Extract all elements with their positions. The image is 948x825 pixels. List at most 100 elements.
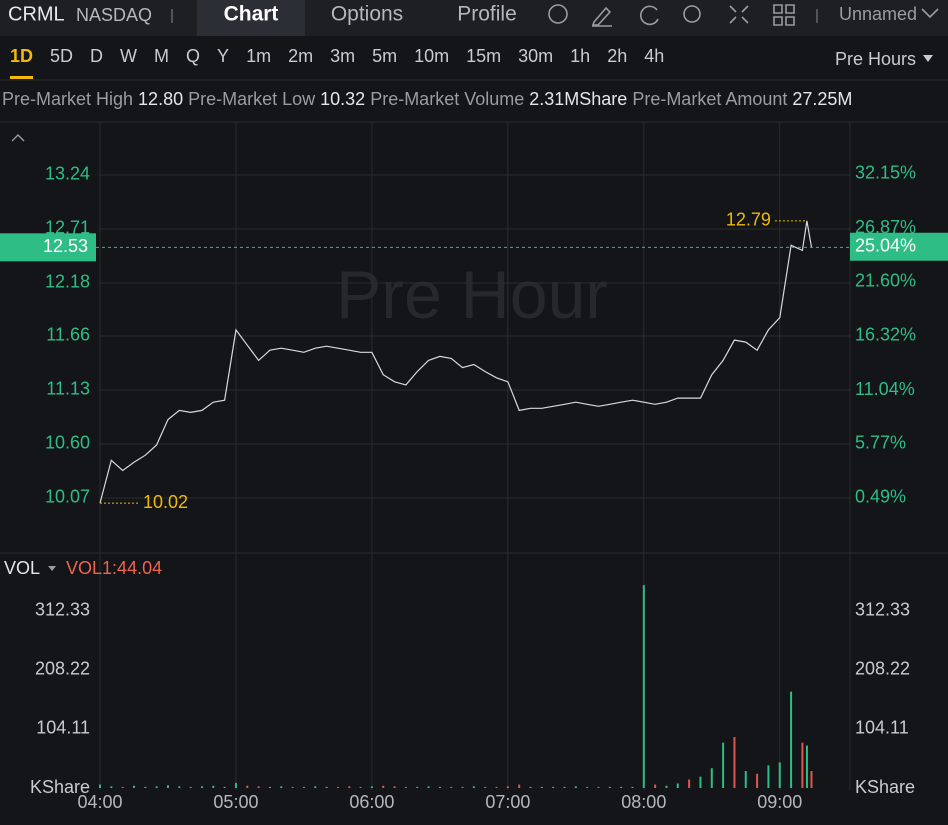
y-tick-label: 5.77% — [855, 433, 906, 453]
y-tick-label: 208.22 — [35, 659, 90, 679]
y-tick-label: 16.32% — [855, 325, 916, 345]
volume-bar — [699, 776, 702, 788]
volume-bar — [665, 785, 668, 788]
icon-layout[interactable] — [773, 4, 795, 26]
x-tick-label: 04:00 — [77, 792, 122, 812]
volume-bar — [348, 786, 351, 788]
volume-bar — [805, 745, 808, 788]
current-change: 25.04% — [855, 235, 916, 255]
volume-bar — [200, 786, 203, 788]
volume-bar — [778, 762, 781, 788]
y-tick-label: 11.04% — [855, 379, 915, 399]
y-tick-label: 0.49% — [855, 487, 906, 507]
top-bar — [0, 0, 948, 36]
volume-bar — [733, 736, 736, 788]
volume-bar — [620, 786, 623, 788]
active-tab-bg — [197, 0, 305, 36]
layout-name[interactable]: Unnamed — [839, 4, 917, 24]
period-button[interactable]: D — [90, 46, 103, 66]
volume-bar — [450, 786, 453, 788]
stat-value: 12.80 — [138, 89, 183, 109]
volume-bar — [99, 784, 101, 788]
period-button[interactable]: W — [120, 46, 137, 66]
period-button[interactable]: 5m — [372, 46, 397, 66]
icon-indicator[interactable] — [548, 4, 568, 24]
period-button[interactable]: Y — [217, 46, 229, 66]
volume-bar — [529, 786, 532, 788]
volume-bar — [404, 786, 407, 788]
y-tick-label: 13.24 — [45, 164, 90, 184]
volume-bar — [189, 786, 192, 788]
indicator-caret[interactable] — [48, 566, 57, 571]
period-button[interactable]: 1D — [10, 46, 33, 66]
volume-bar — [540, 786, 543, 788]
period-button[interactable]: 30m — [518, 46, 553, 66]
period-button[interactable]: 1m — [246, 46, 271, 66]
y-tick-label: 12.71 — [45, 218, 90, 238]
price-line — [99, 220, 813, 504]
volume-bar — [416, 786, 419, 788]
period-button[interactable]: 5D — [50, 46, 73, 66]
volume-bar — [472, 786, 475, 788]
y-tick-label: 26.87% — [855, 217, 916, 237]
volume-bar — [495, 786, 498, 788]
watermark: Pre Hour — [336, 257, 608, 333]
stat-label: Pre-Market Amount — [632, 89, 787, 109]
period-button[interactable]: 4h — [644, 46, 664, 66]
volume-bar — [631, 786, 634, 788]
volume-bar — [132, 785, 135, 788]
volume-bar — [291, 786, 294, 788]
session-caret[interactable] — [923, 55, 933, 62]
y-tick-label: 104.11 — [36, 718, 90, 738]
volume-bar — [234, 782, 237, 788]
volume-bar — [688, 779, 691, 788]
x-tick-label: 08:00 — [621, 792, 666, 812]
tab[interactable]: Profile — [457, 3, 517, 26]
volume-bar — [359, 786, 362, 788]
icon-fullscreen[interactable] — [729, 5, 749, 24]
icon-settings[interactable] — [683, 5, 701, 23]
icon-refresh[interactable] — [639, 5, 659, 26]
dropdown-icon[interactable] — [921, 8, 939, 19]
y-tick-label: KShare — [855, 777, 915, 797]
stat-label: Pre-Market Low — [188, 89, 316, 109]
volume-bar — [302, 786, 305, 788]
chart-area: Pre Hour 04:00 05:00 06:00 07:00 08:00 09:00 10… — [0, 121, 948, 812]
volume-bar — [506, 786, 509, 788]
volume-bar — [382, 785, 385, 788]
indicator-name[interactable]: VOL — [4, 558, 40, 578]
volume-bar — [427, 786, 430, 788]
period-button[interactable]: 15m — [466, 46, 501, 66]
volume-bar — [518, 784, 521, 788]
collapse-icon[interactable] — [11, 134, 25, 142]
volume-bar — [767, 765, 770, 788]
volume-bar — [121, 786, 124, 788]
period-button[interactable]: 10m — [414, 46, 449, 66]
icon-draw[interactable] — [591, 6, 612, 27]
session-select[interactable]: Pre Hours — [835, 49, 916, 69]
period-button[interactable]: 2m — [288, 46, 313, 66]
period-button[interactable]: M — [154, 46, 169, 66]
period-button[interactable]: 3m — [330, 46, 355, 66]
period-button[interactable]: Q — [186, 46, 200, 66]
current-price-tag — [0, 233, 96, 262]
tab[interactable]: Chart — [224, 3, 279, 26]
volume-bar — [110, 786, 113, 788]
tab[interactable]: Options — [331, 3, 403, 26]
y-tick-label: 11.13 — [46, 379, 90, 399]
volume-bar — [484, 786, 487, 788]
stat-value: 10.32 — [320, 89, 365, 109]
volume-bar — [790, 691, 793, 788]
period-button[interactable]: 2h — [607, 46, 627, 66]
volume-bar — [336, 786, 339, 788]
periods: 1D 5D D W M Q Y 1m 2m 3m 5m 10m 15m 30m 1h 2h 4h — [10, 46, 664, 79]
stat-value: 27.25M — [792, 89, 852, 109]
y-tick-label: 312.33 — [35, 600, 90, 620]
volume-bar — [642, 585, 645, 788]
x-tick-label: 09:00 — [757, 792, 802, 812]
ticker: CRML — [8, 3, 65, 25]
volume-bar — [223, 786, 226, 788]
stats: Pre-Market High 12.80 Pre-Market Low 10.32 P… — [2, 89, 852, 109]
y-tick-label: 104.11 — [855, 718, 909, 738]
period-button[interactable]: 1h — [570, 46, 590, 66]
